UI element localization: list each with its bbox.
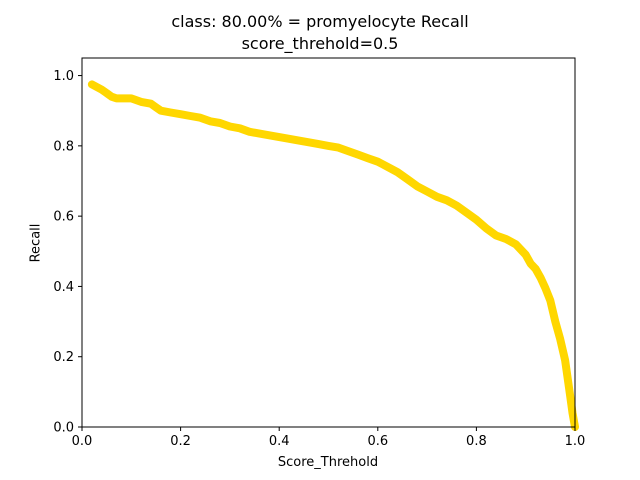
data-point: [98, 86, 106, 94]
data-point: [256, 130, 263, 138]
data-point: [433, 193, 441, 201]
data-point: [374, 158, 382, 166]
data-point: [187, 112, 194, 120]
data-point: [315, 140, 323, 148]
data-point: [275, 133, 283, 141]
curve-layer: [87, 80, 579, 431]
data-point: [561, 356, 569, 364]
x-axis-label: Score_Threhold: [277, 455, 379, 470]
axes-layer: 0.0 0.2 0.4 0.6 0.8 1.0 0.0 0.2 0.4 0.6 0.8 1.0: [53, 57, 586, 449]
y-axis-label: Recall: [28, 223, 44, 263]
data-point: [295, 137, 303, 145]
x-tick-label: 1.0: [565, 434, 586, 449]
data-point: [354, 151, 362, 159]
data-point: [206, 117, 214, 125]
data-point: [305, 138, 313, 146]
data-point: [394, 168, 401, 176]
data-point: [541, 284, 549, 292]
data-point: [502, 235, 510, 243]
data-point: [364, 154, 372, 162]
series-line-0: [87, 80, 579, 431]
data-point: [127, 94, 135, 102]
data-point: [216, 119, 224, 127]
x-tick-label: 0.6: [367, 434, 388, 449]
data-point: [551, 318, 559, 326]
data-point: [236, 124, 244, 132]
data-point: [196, 114, 204, 122]
data-point: [492, 232, 500, 239]
y-tick-label: 0.0: [53, 421, 74, 436]
data-point: [569, 409, 576, 417]
data-point: [522, 251, 530, 259]
data-point: [556, 335, 564, 343]
axes-frame: [81, 57, 576, 428]
chart-title: class: 80.00% = promyelocyte Recall: [171, 12, 469, 31]
data-point: [152, 103, 160, 111]
y-tick-label: 1.0: [53, 69, 74, 84]
data-point: [527, 260, 535, 268]
data-point: [88, 80, 96, 88]
data-point: [453, 202, 461, 210]
data-point: [325, 142, 332, 150]
data-point: [344, 147, 352, 155]
data-point: [147, 100, 155, 108]
data-point: [443, 196, 451, 204]
data-point: [463, 209, 470, 217]
x-tick-label: 0.4: [269, 434, 290, 449]
data-point: [384, 163, 392, 171]
y-tick-label: 0.6: [53, 210, 74, 225]
data-point: [423, 188, 431, 195]
data-point: [157, 107, 165, 115]
data-point: [564, 374, 572, 382]
data-point: [103, 89, 111, 97]
x-tick-label: 0.0: [72, 434, 93, 449]
data-point: [482, 224, 490, 232]
x-tick-label: 0.2: [170, 434, 191, 449]
data-point: [167, 109, 175, 116]
chart-subtitle: score_threhold=0.5: [241, 34, 399, 53]
data-point: [226, 123, 234, 130]
data-point: [546, 297, 554, 304]
y-tick-label: 0.8: [53, 139, 74, 154]
data-point: [113, 94, 120, 102]
data-point: [566, 391, 574, 399]
x-tick-label: 0.8: [466, 434, 487, 449]
data-point: [472, 216, 480, 224]
data-point: [532, 265, 540, 273]
data-point: [334, 144, 342, 152]
data-point: [177, 110, 185, 118]
data-point: [265, 131, 273, 139]
data-point: [403, 175, 411, 183]
data-point: [285, 135, 293, 143]
data-point: [117, 94, 125, 102]
data-point: [537, 274, 544, 282]
data-point: [137, 98, 145, 106]
data-point: [512, 240, 520, 248]
data-point: [246, 128, 254, 136]
y-tick-label: 0.2: [53, 350, 74, 365]
data-point: [413, 182, 421, 190]
y-tick-label: 0.4: [53, 280, 74, 295]
